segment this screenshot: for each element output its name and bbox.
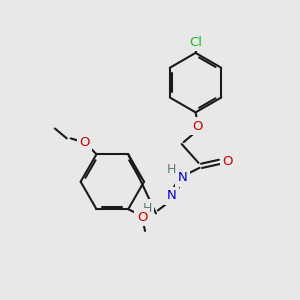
Text: H: H bbox=[142, 202, 152, 215]
Text: N: N bbox=[178, 171, 188, 184]
Text: H: H bbox=[167, 163, 176, 176]
Text: O: O bbox=[80, 136, 90, 149]
Text: O: O bbox=[137, 211, 147, 224]
Text: Cl: Cl bbox=[189, 35, 202, 49]
Text: O: O bbox=[192, 120, 203, 133]
Text: N: N bbox=[167, 189, 177, 202]
Text: O: O bbox=[222, 155, 232, 168]
